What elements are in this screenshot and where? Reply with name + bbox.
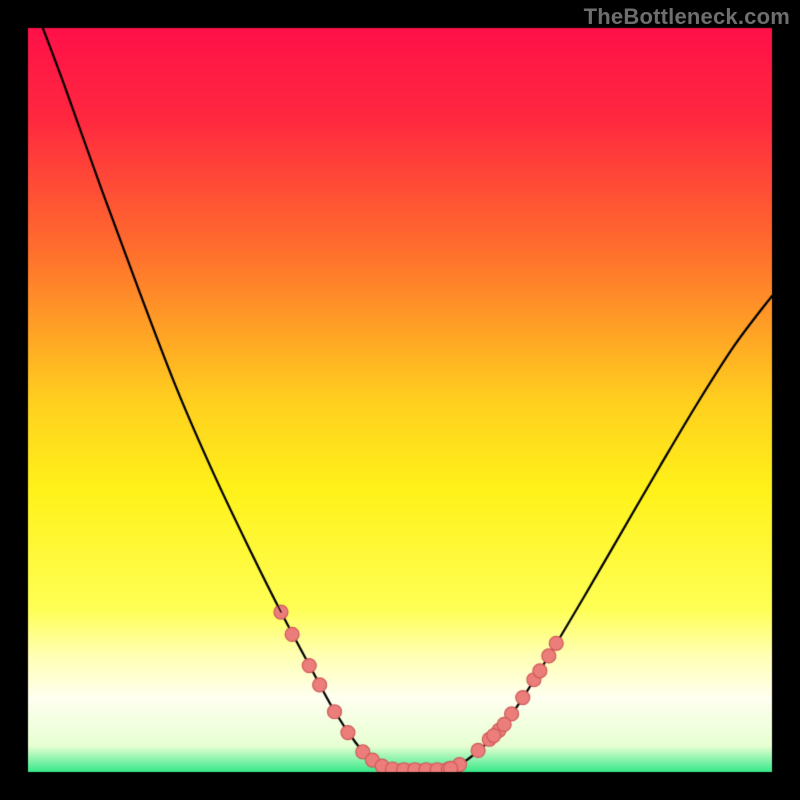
- chart-stage: TheBottleneck.com: [0, 0, 800, 800]
- bottleneck-curve-chart: [0, 0, 800, 800]
- watermark-text: TheBottleneck.com: [584, 4, 790, 30]
